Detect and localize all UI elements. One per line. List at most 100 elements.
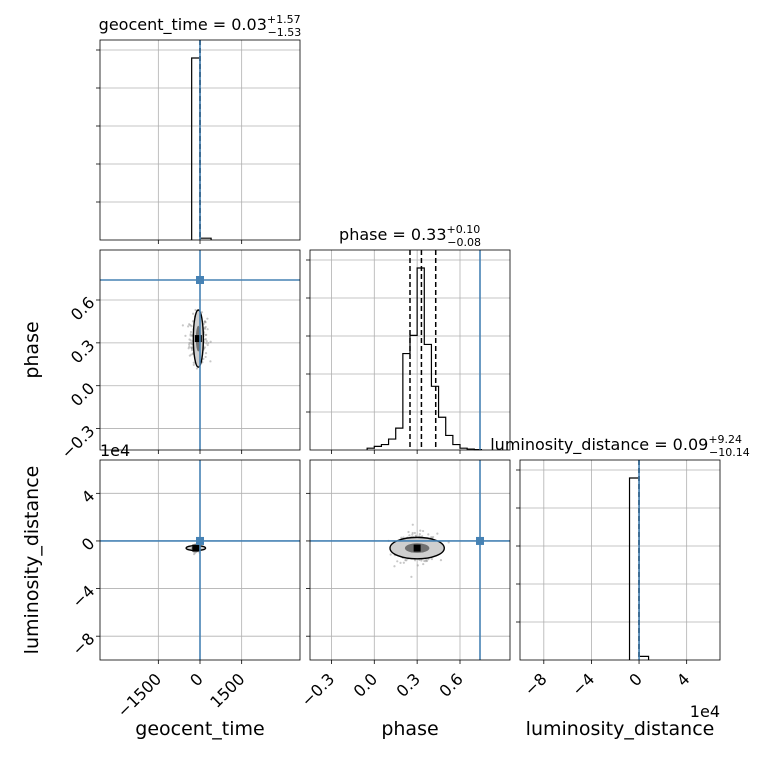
density-peak [194, 335, 202, 343]
truth-marker [476, 536, 484, 545]
sample-point [447, 541, 450, 544]
sample-point [411, 531, 414, 535]
sample-point [181, 324, 184, 327]
sample-point [209, 340, 212, 343]
truth-marker [196, 276, 204, 284]
sample-point [209, 360, 212, 363]
sample-point [399, 561, 402, 564]
hist-panel-geocent_time: geocent_time = 0.03+1.57 −1.53 [96, 13, 301, 244]
sample-point [204, 352, 208, 355]
hist-panel-phase: phase = 0.33+0.10 −0.08 [306, 223, 511, 454]
x-tick-label-phase: 0.0 [350, 669, 381, 700]
pair-content [100, 460, 300, 660]
x-tick-label-geocent_time: 1500 [206, 669, 248, 711]
pair-panel-geocent_time-luminosity_distance [96, 459, 301, 664]
sample-point [396, 560, 399, 563]
sample-point [188, 345, 191, 348]
truth-marker [196, 536, 204, 545]
sample-point [404, 558, 407, 562]
x-tick-label-geocent_time: −1500 [113, 669, 165, 721]
y-offset-label: 1e4 [100, 441, 130, 460]
sample-point [204, 325, 207, 329]
density-peak [413, 544, 421, 552]
x-tick-label-phase: 0.6 [435, 669, 466, 700]
contour-line [389, 536, 445, 560]
sample-point [202, 357, 205, 360]
y-tick-label-luminosity_distance: −4 [68, 582, 98, 612]
sample-point [190, 346, 194, 350]
panel-frame [309, 249, 511, 451]
density-peak [192, 544, 200, 552]
sample-point [411, 533, 414, 536]
pair-panel-geocent_time-phase [96, 249, 301, 454]
sample-point [191, 320, 195, 323]
sample-point [410, 575, 413, 578]
sample-point [195, 367, 199, 370]
sample-point [203, 320, 206, 323]
sample-point [420, 559, 423, 562]
sample-point [413, 531, 416, 535]
sample-point [419, 529, 422, 532]
x-axis-label-luminosity_distance: luminosity_distance [526, 718, 715, 740]
title-luminosity_distance: luminosity_distance = 0.09+9.24 −10.14 [490, 433, 750, 459]
sample-point [393, 565, 396, 568]
hist-bars-phase [366, 267, 483, 451]
sample-point [204, 355, 207, 359]
sample-point [204, 338, 208, 341]
title-geocent_time: geocent_time = 0.03+1.57 −1.53 [99, 13, 302, 39]
pair-panel-phase-luminosity_distance [306, 459, 511, 664]
y-axis-label-luminosity_distance: luminosity_distance [21, 466, 43, 655]
sample-point [184, 334, 187, 337]
x-tick-label-luminosity_distance: −4 [568, 669, 598, 699]
sample-point [423, 559, 426, 563]
sample-point [400, 536, 403, 539]
sample-point [187, 325, 190, 328]
y-tick-label-phase: 0.3 [67, 336, 98, 367]
sample-point [421, 529, 425, 533]
y-tick-label-luminosity_distance: 4 [78, 486, 99, 507]
sample-point [189, 339, 192, 342]
hist-bars-geocent_time [191, 57, 212, 240]
panel-frame [519, 459, 721, 661]
sample-point [427, 533, 430, 536]
sample-point [206, 328, 209, 331]
x-tick-label-geocent_time: 0 [186, 669, 207, 690]
sample-point [389, 553, 392, 556]
sample-point [190, 353, 193, 356]
x-offset-label: 1e4 [690, 702, 720, 721]
sample-point [206, 317, 209, 320]
sample-point [418, 533, 421, 536]
x-axis-label-geocent_time: geocent_time [135, 718, 264, 740]
y-tick-label-phase: 0.0 [67, 379, 98, 410]
sample-point [188, 341, 191, 345]
sample-point [411, 523, 414, 526]
y-tick-label-phase: 0.6 [67, 293, 98, 324]
sample-point [430, 557, 434, 561]
y-tick-label-luminosity_distance: −8 [68, 629, 98, 659]
sample-point [402, 561, 405, 564]
x-tick-label-luminosity_distance: 4 [673, 669, 694, 690]
sample-point [407, 530, 410, 534]
sample-point [206, 343, 209, 347]
sample-point [194, 308, 197, 312]
x-tick-label-luminosity_distance: −8 [521, 669, 551, 699]
x-tick-label-luminosity_distance: 0 [625, 669, 646, 690]
pair-content [100, 250, 300, 450]
contour-line [192, 309, 205, 368]
sample-point [190, 342, 193, 345]
sample-point [416, 564, 419, 567]
y-tick-label-luminosity_distance: 0 [78, 534, 99, 555]
sample-point [408, 534, 411, 537]
y-tick-label-phase: −0.3 [57, 422, 98, 463]
sample-point [192, 361, 195, 364]
sample-point [192, 363, 195, 367]
sample-point [414, 534, 417, 537]
sample-point [205, 340, 208, 343]
x-tick-label-phase: −0.3 [297, 669, 338, 710]
hist-panel-luminosity_distance: luminosity_distance = 0.09+9.24 −10.14 [490, 433, 750, 664]
sample-point [191, 349, 194, 352]
sample-point [439, 558, 443, 562]
sample-point [422, 562, 425, 566]
title-phase: phase = 0.33+0.10 −0.08 [339, 223, 481, 249]
